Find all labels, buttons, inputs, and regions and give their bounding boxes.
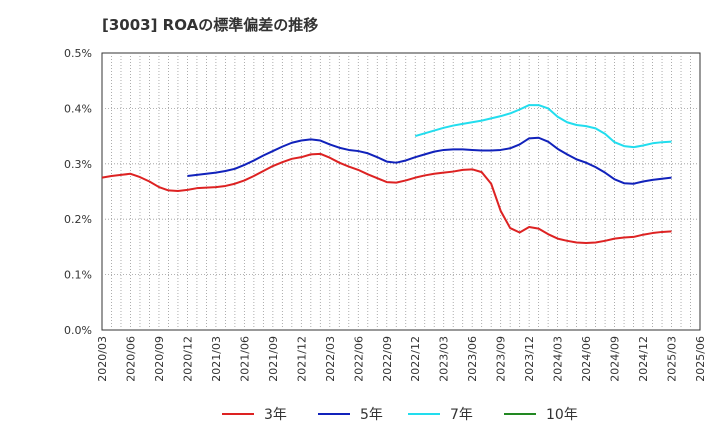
- x-tick-label: 2021/06: [238, 336, 251, 382]
- x-tick-label: 2022/09: [381, 336, 394, 382]
- legend-item-3[interactable]: 10年: [504, 407, 578, 423]
- x-tick-label: 2023/12: [523, 336, 536, 382]
- legend-label: 5年: [360, 407, 383, 423]
- legend-item-0[interactable]: 3年: [222, 407, 287, 423]
- x-tick-label: 2021/09: [267, 336, 280, 382]
- x-axis-ticks: 2020/03 2020/06 2020/09 2020/12 2021/03 2021/…: [96, 336, 707, 382]
- legend-item-1[interactable]: 5年: [318, 407, 383, 423]
- x-tick-label: 2024/12: [637, 336, 650, 382]
- x-tick-label: 2020/09: [153, 336, 166, 382]
- x-tick-label: 2021/12: [295, 336, 308, 382]
- grid: [102, 53, 700, 330]
- x-tick-label: 2024/09: [609, 336, 622, 382]
- x-tick-label: 2022/06: [352, 336, 365, 382]
- series-line-2: [414, 104, 672, 149]
- y-tick-label: 0.4%: [64, 102, 92, 115]
- series-line-0: [101, 152, 672, 245]
- y-axis-ticks: 0.0% 0.1% 0.2% 0.3% 0.4% 0.5%: [64, 47, 92, 337]
- plot-area: [101, 52, 701, 331]
- y-tick-label: 0.1%: [64, 269, 92, 282]
- legend[interactable]: 3年 5年 7年 10年: [222, 407, 578, 423]
- y-tick-label: 0.0%: [64, 324, 92, 337]
- y-tick-label: 0.3%: [64, 158, 92, 171]
- legend-label: 7年: [450, 407, 473, 423]
- x-tick-label: 2025/03: [666, 336, 679, 382]
- y-tick-label: 0.2%: [64, 213, 92, 226]
- y-tick-label: 0.5%: [64, 47, 92, 60]
- legend-label: 10年: [546, 407, 578, 423]
- x-tick-label: 2024/03: [552, 336, 565, 382]
- x-tick-label: 2022/03: [324, 336, 337, 382]
- x-tick-label: 2021/03: [210, 336, 223, 382]
- x-tick-label: 2024/06: [580, 336, 593, 382]
- series-line-1: [187, 136, 672, 185]
- x-tick-label: 2025/06: [694, 336, 707, 382]
- x-tick-label: 2023/03: [438, 336, 451, 382]
- x-tick-label: 2020/12: [181, 336, 194, 382]
- legend-item-2[interactable]: 7年: [408, 407, 473, 423]
- series-lines: [101, 104, 672, 245]
- x-tick-label: 2022/12: [409, 336, 422, 382]
- legend-label: 3年: [264, 407, 287, 423]
- x-tick-label: 2020/06: [124, 336, 137, 382]
- x-tick-label: 2023/09: [495, 336, 508, 382]
- chart-title: [3003] ROAの標準偏差の推移: [102, 16, 319, 34]
- x-tick-label: 2023/06: [466, 336, 479, 382]
- x-tick-label: 2020/03: [96, 336, 109, 382]
